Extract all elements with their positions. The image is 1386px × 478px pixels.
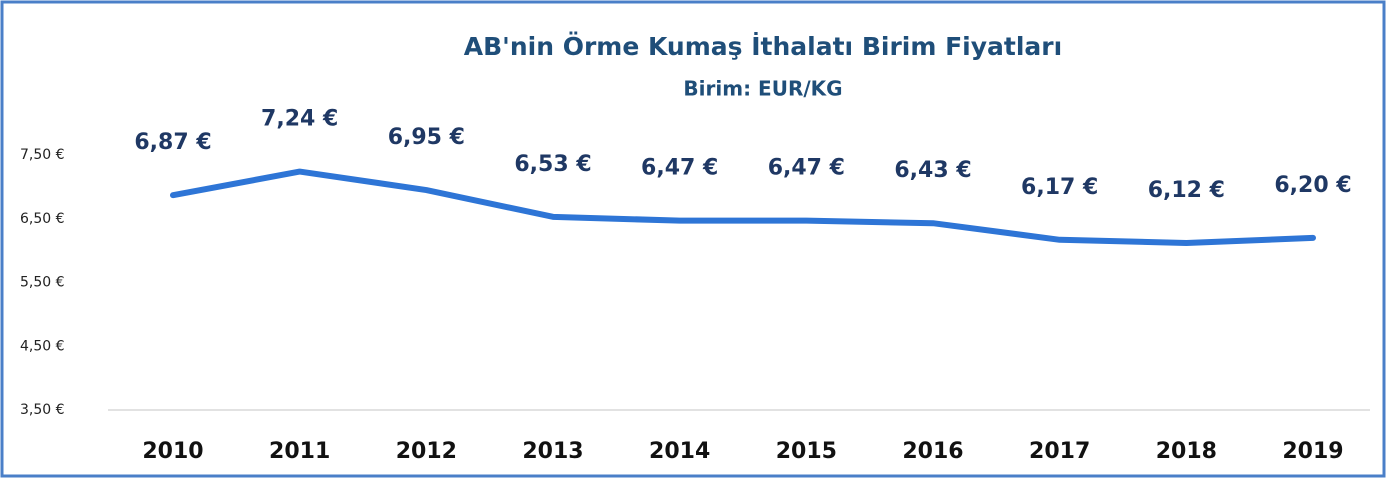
data-label: 6,53 € xyxy=(514,152,591,177)
x-tick-label: 2011 xyxy=(269,439,330,464)
y-tick-label: 4,50 € xyxy=(20,338,65,354)
x-tick-label: 2017 xyxy=(1029,439,1090,464)
y-tick-label: 5,50 € xyxy=(20,275,65,291)
data-label: 6,95 € xyxy=(388,125,465,150)
data-label: 6,87 € xyxy=(134,130,211,155)
x-tick-label: 2015 xyxy=(776,439,837,464)
data-label: 6,17 € xyxy=(1021,175,1098,200)
y-tick-label: 6,50 € xyxy=(20,211,65,227)
y-tick-label: 3,50 € xyxy=(20,402,65,418)
x-tick-label: 2012 xyxy=(396,439,457,464)
data-label: 6,47 € xyxy=(768,156,845,181)
x-tick-label: 2013 xyxy=(522,439,583,464)
x-tick-label: 2016 xyxy=(902,439,963,464)
data-label: 6,20 € xyxy=(1274,173,1351,198)
line xyxy=(170,168,1316,246)
data-label: 7,24 € xyxy=(261,107,338,132)
y-tick-label: 7,50 € xyxy=(20,147,65,163)
data-label: 6,43 € xyxy=(894,158,971,183)
x-tick-label: 2019 xyxy=(1282,439,1343,464)
chart-subtitle: Birim: EUR/KG xyxy=(683,77,842,101)
data-label: 6,47 € xyxy=(641,156,718,181)
x-tick-label: 2018 xyxy=(1156,439,1217,464)
x-tick-label: 2010 xyxy=(142,439,203,464)
x-tick-label: 2014 xyxy=(649,439,710,464)
data-label: 6,12 € xyxy=(1148,178,1225,203)
chart-title: AB'nin Örme Kumaş İthalatı Birim Fiyatla… xyxy=(464,31,1062,61)
